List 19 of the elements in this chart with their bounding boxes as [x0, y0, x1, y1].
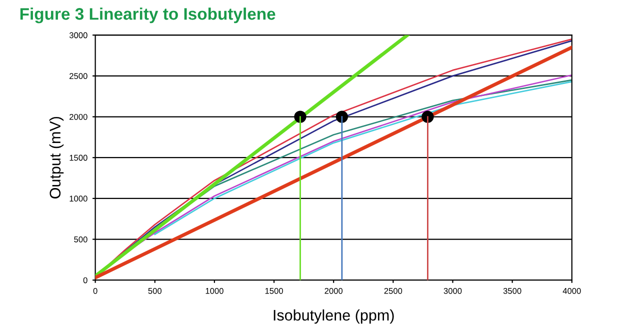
x-tick-label: 1500 [265, 288, 283, 294]
y-tick-label: 2000 [70, 114, 88, 120]
x-tick-label: 2000 [324, 288, 343, 294]
y-tick-label: 500 [74, 236, 88, 242]
y-tick-label: 0 [83, 277, 88, 284]
x-tick-label: 500 [148, 288, 162, 294]
x-axis-title: Isobutylene (ppm) [274, 309, 394, 324]
y-tick-label: 1000 [70, 196, 88, 202]
x-tick-label: 3500 [503, 288, 522, 294]
y-tick-label: 2500 [70, 73, 88, 80]
y-tick-label: 3000 [69, 32, 88, 38]
x-tick-label: 1000 [206, 288, 224, 294]
x-tick-label: 0 [93, 288, 98, 294]
x-tick-label: 4000 [562, 288, 581, 294]
x-tick-label: 3000 [444, 288, 462, 294]
x-tick-label: 2500 [384, 288, 402, 294]
chart-title: Figure 3 Linearity to Isobutylene [20, 8, 276, 24]
y-axis-title: Output (mV) [49, 116, 64, 198]
y-tick-label: 1500 [70, 154, 88, 161]
